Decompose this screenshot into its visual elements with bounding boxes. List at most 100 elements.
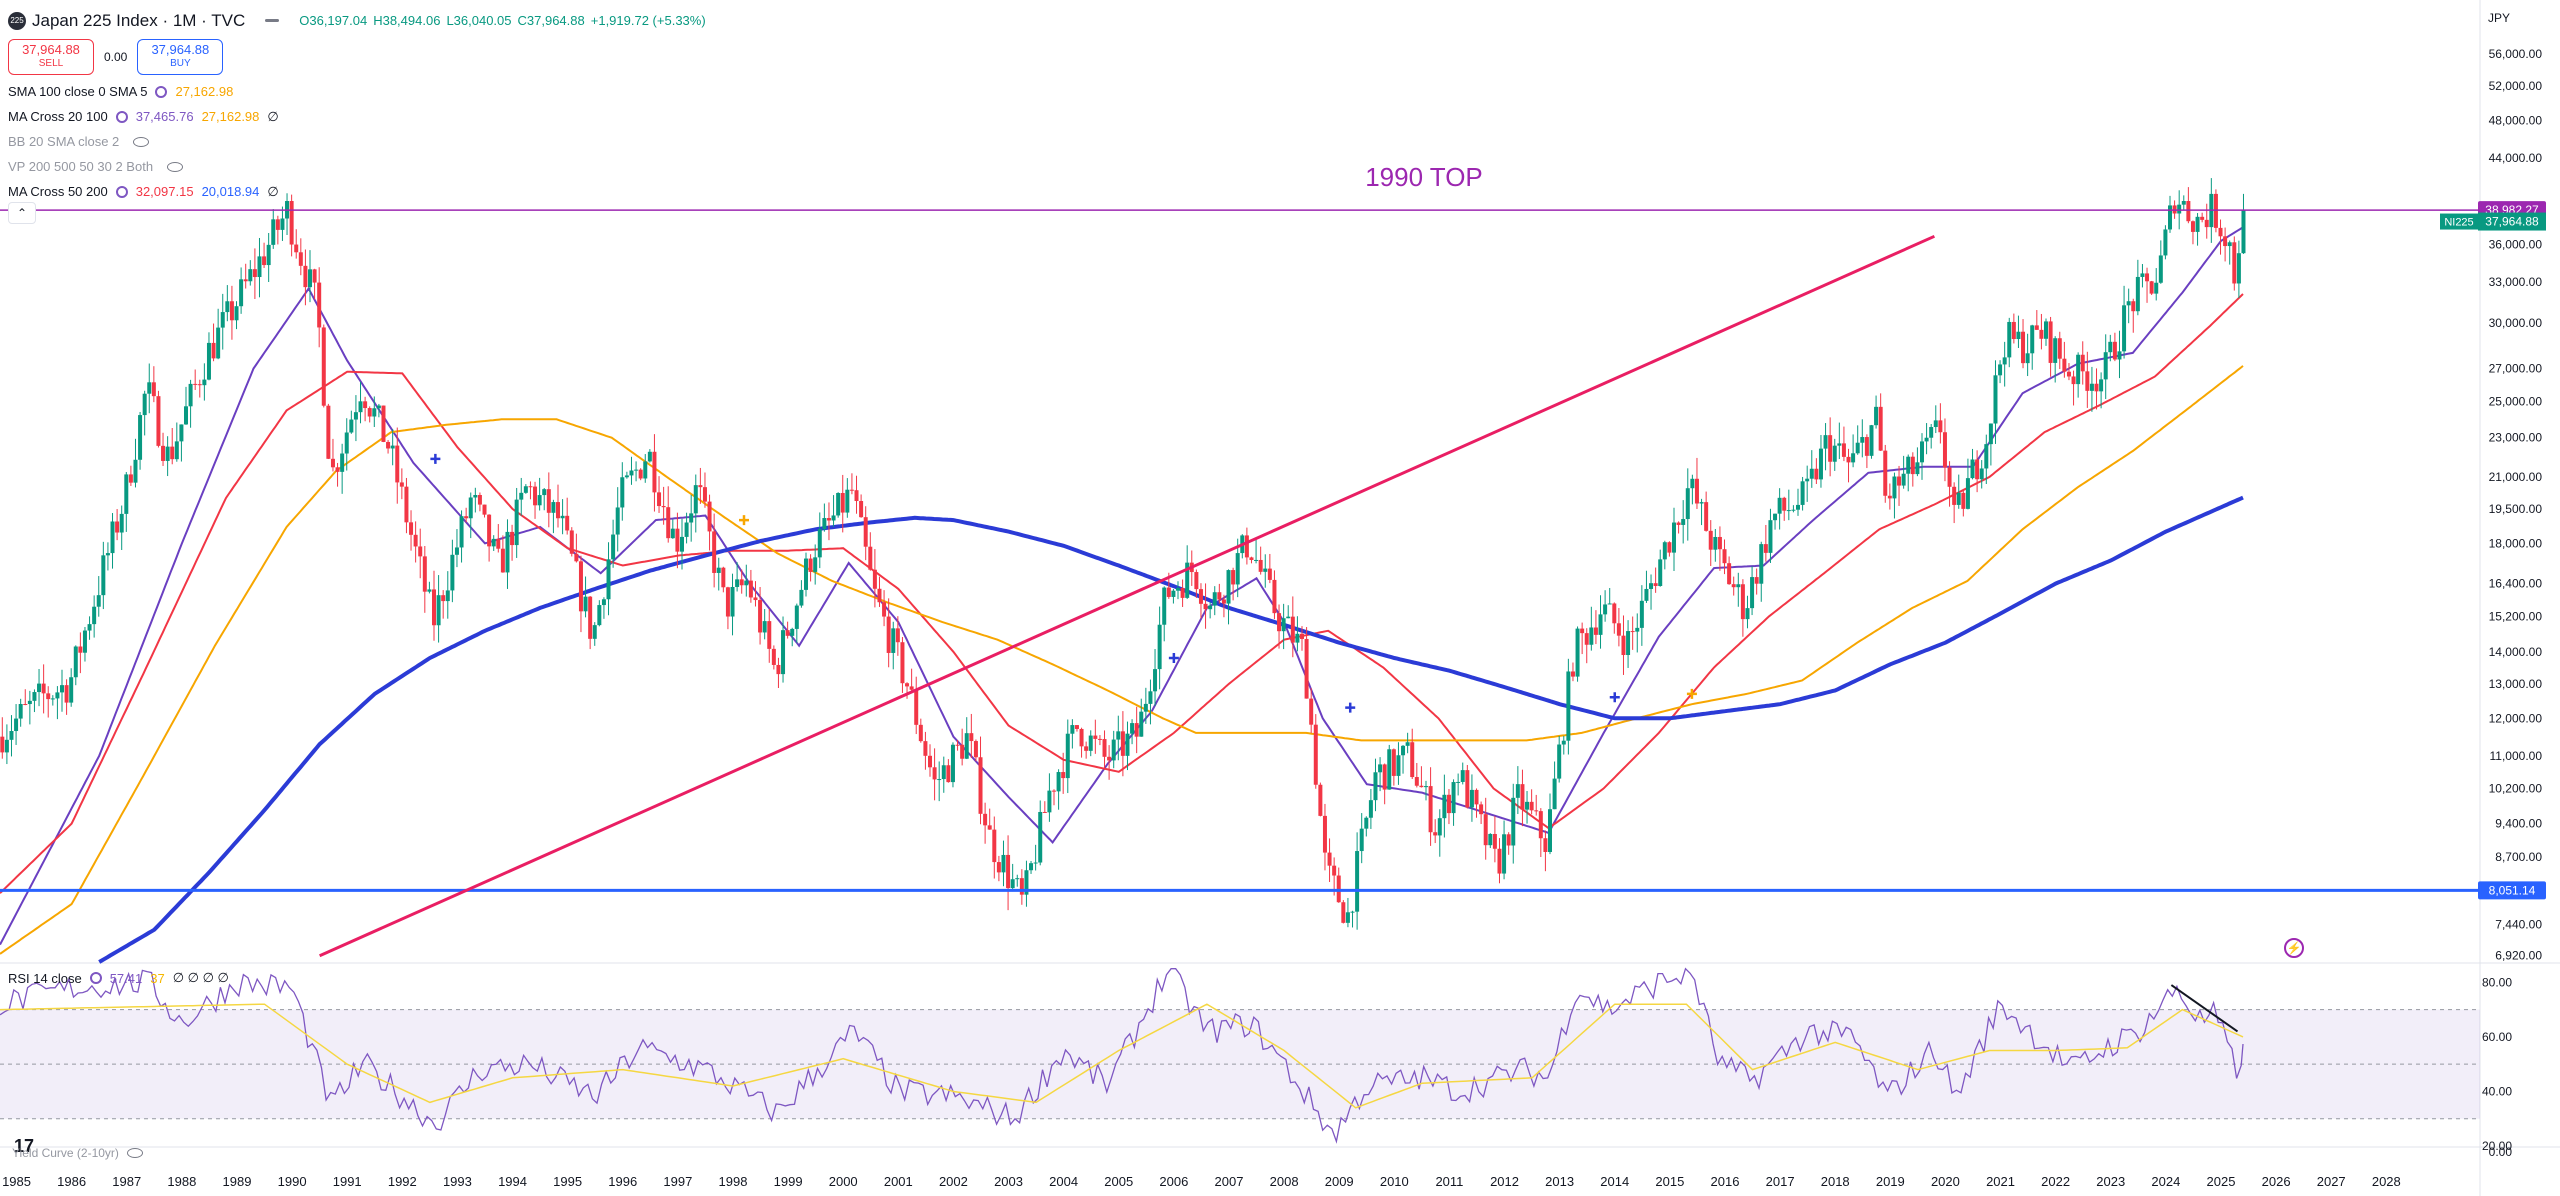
candle-body (124, 474, 129, 514)
candle-body (1915, 462, 1920, 475)
candle-body (340, 453, 345, 472)
candle-body (533, 486, 538, 506)
candle-body (1221, 599, 1226, 604)
candle-body (220, 312, 225, 328)
candle-body (432, 589, 436, 626)
settings-icon[interactable] (155, 85, 168, 98)
yield-curve-legend[interactable]: Yield Curve (2-10yr) (8, 1146, 143, 1160)
candle-body (822, 518, 827, 530)
candle-body (1965, 478, 1970, 509)
rsi-name: RSI 14 close (8, 970, 82, 986)
hidden-eye-icon[interactable] (167, 161, 184, 172)
y-tick-label: 18,000.00 (2489, 536, 2543, 550)
candle-body (27, 700, 32, 705)
x-tick-label: 2003 (994, 1174, 1023, 1189)
symbol-title[interactable]: Japan 225 Index · 1M · TVC (32, 10, 246, 30)
x-tick-label: 2008 (1270, 1174, 1299, 1189)
candle-body (702, 487, 707, 502)
candle-body (156, 396, 161, 446)
candle-body (1883, 450, 1888, 496)
candle-body (303, 265, 308, 288)
candle-body (1185, 562, 1190, 598)
indicator-ma-cross-20-100[interactable]: MA Cross 20 100 37,465.76 27,162.98 ∅ (8, 108, 279, 125)
x-tick-label: 2016 (1711, 1174, 1740, 1189)
rsi-empty-values: ∅ ∅ ∅ ∅ (172, 970, 229, 985)
candle-body (404, 486, 409, 523)
candle-body (804, 558, 808, 590)
indicator-bb-20[interactable]: BB 20 SMA close 2 (8, 129, 706, 154)
candle-body (1818, 448, 1823, 480)
candle-body (2186, 201, 2191, 222)
candle-body (1107, 756, 1112, 761)
candle-body (1263, 568, 1268, 572)
candle-body (1768, 520, 1773, 553)
candle-body (1483, 814, 1488, 846)
candle-body (1111, 739, 1116, 761)
candle-body (2099, 379, 2104, 392)
candle-body (918, 724, 923, 742)
x-tick-label: 2026 (2262, 1174, 2291, 1189)
candle-body (464, 516, 469, 519)
candle-body (1355, 851, 1360, 912)
x-tick-label: 1988 (167, 1174, 196, 1189)
rsi-y-tick-label: 20.00 (2482, 1139, 2512, 1153)
price-label-bg (2478, 881, 2546, 900)
indicator-ma-cross-50-200[interactable]: MA Cross 50 200 32,097.15 20,018.94 ∅ (8, 183, 279, 200)
candle-body (992, 829, 997, 863)
candle-body (1024, 870, 1029, 895)
candle-body (1469, 789, 1474, 808)
candle-body (1984, 444, 1989, 469)
x-tick-label: 1989 (223, 1174, 252, 1189)
candle-body (243, 279, 248, 282)
rsi-legend[interactable]: RSI 14 close 57.41 37 ∅ ∅ ∅ ∅ (8, 970, 229, 986)
settings-icon[interactable] (115, 110, 128, 123)
candle-body (615, 507, 620, 535)
candle-body (1042, 811, 1047, 813)
candle-body (0, 736, 5, 753)
candle-body (1088, 735, 1093, 751)
candle-body (2117, 351, 2122, 360)
indicator-sma-100[interactable]: SMA 100 close 0 SMA 5 27,162.98 (8, 84, 234, 99)
candle-body (868, 546, 873, 570)
candle-body (698, 485, 703, 488)
candle-body (1543, 838, 1548, 852)
minus-icon[interactable] (265, 19, 280, 22)
x-tick-label: 2018 (1821, 1174, 1850, 1189)
candle-body (537, 495, 542, 506)
candle-body (1607, 603, 1612, 605)
sell-button[interactable]: 37,964.88 SELL (8, 39, 94, 75)
ma-cross-marker (739, 515, 749, 526)
candle-body (813, 557, 818, 572)
x-tick-label: 2021 (1986, 1174, 2015, 1189)
candle-body (794, 605, 799, 629)
price-label: 8,051.14 (2489, 883, 2536, 897)
yield-curve-name: Yield Curve (2-10yr) (12, 1146, 119, 1160)
candle-body (2076, 354, 2081, 385)
candle-body (500, 548, 505, 573)
candle-body (565, 515, 570, 531)
lightning-icon[interactable]: ⚡ (2284, 938, 2304, 958)
candle-body (202, 379, 207, 386)
x-tick-label: 1993 (443, 1174, 472, 1189)
settings-icon[interactable] (89, 972, 102, 984)
hidden-eye-icon[interactable] (126, 1148, 143, 1158)
candle-body (468, 497, 473, 519)
candle-body (1019, 878, 1024, 895)
hidden-eye-icon[interactable] (133, 136, 150, 147)
indicator-vp-200[interactable]: VP 200 500 50 30 2 Both (8, 154, 706, 179)
buy-button[interactable]: 37,964.88 BUY (137, 39, 224, 75)
candle-body (2149, 281, 2154, 294)
chevron-up-icon[interactable]: ⌃ (8, 202, 36, 224)
x-tick-label: 1999 (774, 1174, 803, 1189)
settings-icon[interactable] (115, 185, 128, 198)
candle-body (900, 642, 905, 684)
candle-body (1134, 723, 1139, 737)
candle-body (1699, 502, 1704, 504)
symbol-header[interactable]: 225 Japan 225 Index · 1M · TVC O36,197.0… (8, 8, 706, 33)
candle-body (390, 445, 395, 449)
y-tick-label: 21,000.00 (2489, 470, 2543, 484)
candle-body (1635, 627, 1640, 632)
candle-body (312, 269, 317, 283)
trend-line (319, 234, 1936, 958)
